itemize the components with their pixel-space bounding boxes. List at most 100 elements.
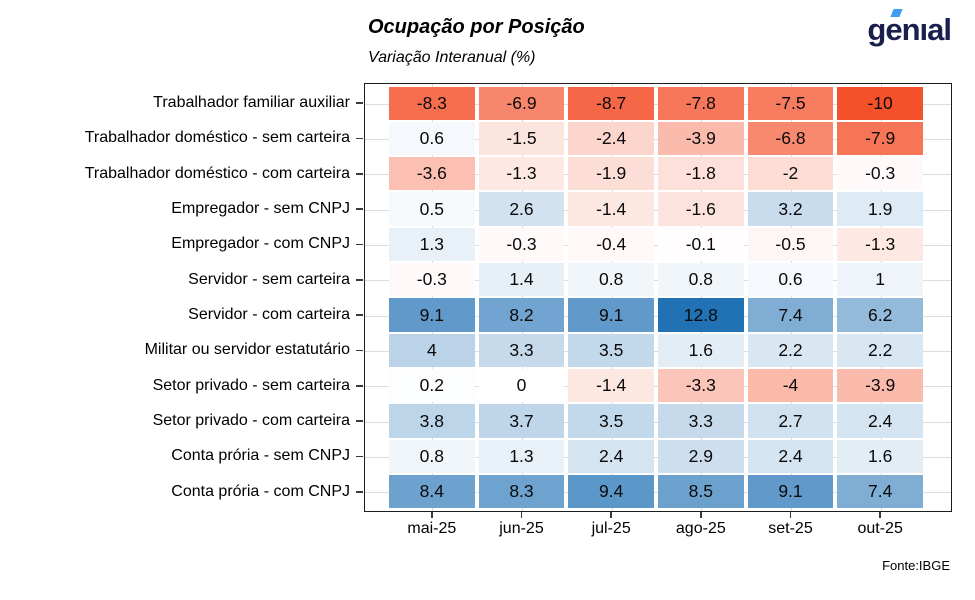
- heatmap-cell: 8.2: [478, 298, 565, 332]
- axis-tick: [879, 512, 881, 518]
- x-axis-label: out-25: [857, 520, 903, 537]
- gridline-vertical: [521, 84, 523, 511]
- x-axis-label: jul-25: [591, 520, 631, 537]
- chart-subtitle: Variação Interanual (%): [368, 49, 536, 66]
- heatmap-cell: 2.2: [747, 333, 834, 368]
- heatmap-cell: -3.9: [837, 369, 923, 403]
- heatmap-cell: -1.8: [657, 157, 744, 191]
- y-axis-label: Conta prória - sem CNPJ: [171, 447, 350, 465]
- y-axis-label: Trabalhador doméstico - sem carteira: [84, 129, 350, 147]
- heatmap-cell: 6.2: [837, 298, 923, 332]
- axis-tick: [356, 137, 363, 140]
- heatmap-cell: 8.5: [657, 475, 744, 509]
- heatmap-cell: 2.6: [478, 192, 565, 226]
- axis-tick: [356, 314, 363, 316]
- heatmap-cell: -2.4: [568, 121, 654, 156]
- y-axis-label: Trabalhador doméstico - com carteira: [84, 164, 350, 182]
- heatmap-cell: 3.8: [389, 404, 475, 438]
- heatmap-cell: 0.8: [657, 263, 744, 297]
- heatmap-cell: 9.4: [568, 475, 654, 509]
- heatmap-cell: 3.5: [568, 333, 654, 368]
- heatmap-cell: -3.9: [657, 121, 744, 156]
- axis-tick: [789, 512, 792, 518]
- source-caption: Fonte:IBGE: [882, 558, 950, 573]
- heatmap-panel: -8.3 -6.9 -8.7 -7.8 -7.5 -10 0.6 -1.5 -2.4 -3.9 -6…: [364, 83, 952, 512]
- heatmap-cell: 2.4: [747, 439, 834, 474]
- heatmap-cell: 3.3: [478, 333, 565, 368]
- axis-tick: [356, 385, 363, 387]
- heatmap-cell: 0.8: [389, 439, 475, 474]
- heatmap-cell: -7.5: [747, 86, 834, 120]
- heatmap-cell: 3.2: [747, 192, 834, 226]
- heatmap-cell: -7.8: [657, 86, 744, 120]
- heatmap-cell: 1: [837, 263, 923, 297]
- y-axis-label: Servidor - sem carteira: [188, 270, 350, 288]
- heatmap-cell: -0.5: [747, 227, 834, 262]
- x-axis-label: ago-25: [675, 520, 726, 537]
- heatmap-cell: 1.6: [657, 333, 744, 368]
- heatmap-cell: 0.6: [389, 121, 475, 156]
- heatmap-cell: -2: [747, 157, 834, 191]
- heatmap-cell: 3.3: [657, 404, 744, 438]
- heatmap-cell: -1.3: [478, 157, 565, 191]
- y-axis-label: Setor privado - com carteira: [152, 412, 350, 430]
- y-axis-label: Servidor - com carteira: [188, 306, 350, 324]
- heatmap-cell: -3.3: [657, 369, 744, 403]
- gridline-vertical: [880, 84, 882, 511]
- heatmap-cell: -1.6: [657, 192, 744, 226]
- heatmap-cell: 2.4: [568, 439, 654, 474]
- heatmap-cell: -7.9: [837, 121, 923, 156]
- heatmap-cell: 9.1: [389, 298, 475, 332]
- heatmap-cell: 0.6: [747, 263, 834, 297]
- heatmap-cell: -6.8: [747, 121, 834, 156]
- heatmap-cell: 2.9: [657, 439, 744, 474]
- heatmap-cell: 9.1: [568, 298, 654, 332]
- y-axis-label: Setor privado - sem carteira: [152, 376, 350, 394]
- heatmap-cell: -1.4: [568, 192, 654, 226]
- heatmap-cell: 8.3: [478, 475, 565, 509]
- heatmap-cell: 9.1: [747, 475, 834, 509]
- heatmap-cell: 0.2: [389, 369, 475, 403]
- heatmap-cell: -0.3: [837, 157, 923, 191]
- heatmap-cell: 12.8: [657, 298, 744, 332]
- heatmap-cell: -4: [747, 369, 834, 403]
- gridline-vertical: [432, 84, 434, 511]
- gridline-vertical: [611, 84, 613, 511]
- axis-tick: [356, 102, 363, 104]
- heatmap-cell: -0.4: [568, 227, 654, 262]
- genial-logo-text: genıal: [867, 12, 952, 47]
- heatmap-cell: 1.9: [837, 192, 923, 226]
- axis-tick: [356, 173, 363, 175]
- gridline-vertical: [701, 84, 703, 511]
- heatmap-cell: 0.5: [389, 192, 475, 226]
- heatmap-cell: -1.5: [478, 121, 565, 156]
- gridline-vertical: [790, 84, 792, 511]
- heatmap-cell: -0.3: [389, 263, 475, 297]
- heatmap-cell: 3.5: [568, 404, 654, 438]
- heatmap-cell: 0: [478, 369, 565, 403]
- heatmap-cell: 2.2: [837, 333, 923, 368]
- heatmap-cell: 4: [389, 333, 475, 368]
- heatmap-cell: -0.1: [657, 227, 744, 262]
- axis-tick: [431, 512, 433, 518]
- heatmap-cell: 1.3: [478, 439, 565, 474]
- x-axis-label: jun-25: [499, 520, 544, 537]
- y-axis-label: Empregador - sem CNPJ: [171, 200, 350, 218]
- heatmap-cell: 1.4: [478, 263, 565, 297]
- heatmap-cell: -0.3: [478, 227, 565, 262]
- heatmap-cell: 2.4: [837, 404, 923, 438]
- axis-tick: [356, 455, 363, 458]
- axis-tick: [356, 279, 363, 281]
- axis-tick: [356, 208, 363, 210]
- heatmap-cell: -1.3: [837, 227, 923, 262]
- heatmap-cell: -8.3: [389, 86, 475, 120]
- heatmap-cell: -1.4: [568, 369, 654, 403]
- heatmap-cell: 8.4: [389, 475, 475, 509]
- axis-tick: [356, 243, 363, 246]
- heatmap-cell: 1.3: [389, 227, 475, 262]
- x-axis-label: mai-25: [407, 520, 457, 537]
- axis-tick: [520, 512, 523, 518]
- y-axis-label: Trabalhador familiar auxiliar: [153, 94, 350, 112]
- y-axis-label: Empregador - com CNPJ: [171, 235, 350, 253]
